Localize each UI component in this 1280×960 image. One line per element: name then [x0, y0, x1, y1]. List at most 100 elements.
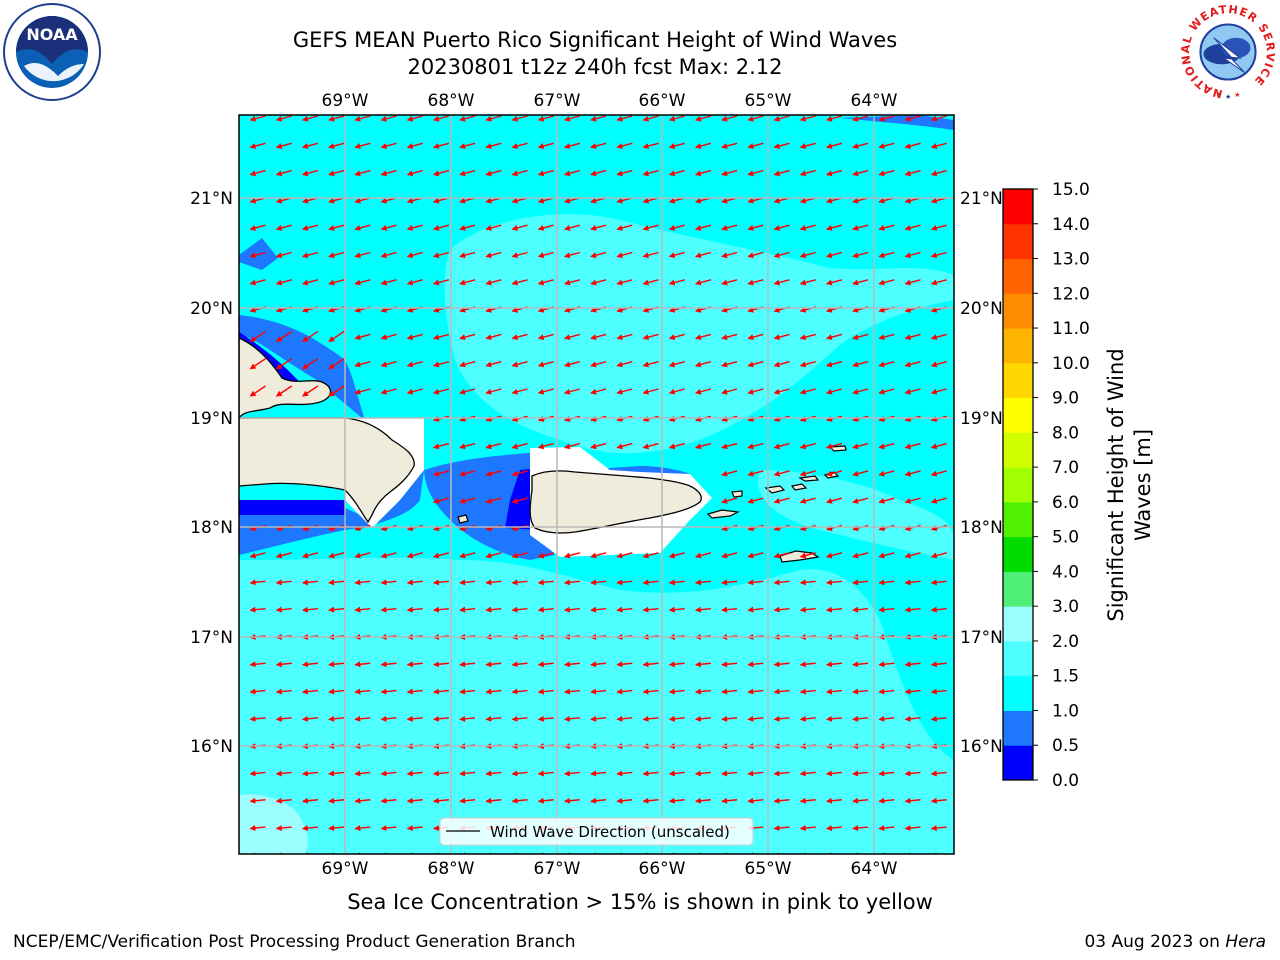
colorbar-label-line2: Waves [m]	[1131, 429, 1155, 541]
wind-wave-arrow	[406, 279, 423, 286]
wind-wave-arrow	[511, 661, 528, 668]
wind-wave-arrow	[642, 388, 659, 395]
wind-wave-arrow	[668, 552, 685, 559]
wind-wave-arrow	[459, 497, 476, 504]
wind-wave-arrow	[773, 115, 790, 122]
wind-wave-arrow	[773, 579, 790, 586]
wind-wave-arrow	[642, 251, 659, 259]
map-frame	[238, 114, 955, 855]
wind-wave-arrow	[432, 142, 450, 149]
wind-wave-arrow	[563, 770, 580, 777]
wind-wave-arrow	[590, 552, 607, 559]
wind-wave-arrow	[511, 361, 528, 368]
wind-wave-arrow	[485, 470, 502, 477]
wind-wave-arrow	[825, 361, 843, 368]
lon-label: 64°W	[851, 859, 898, 879]
wind-wave-arrow	[485, 224, 502, 231]
footer-credit: NCEP/EMC/Verification Post Processing Pr…	[13, 932, 576, 952]
wind-wave-arrow	[354, 388, 371, 395]
wind-wave-arrow	[825, 606, 842, 613]
wind-wave-arrow	[249, 115, 266, 122]
wind-wave-arrow	[354, 142, 371, 149]
wind-wave-arrow	[825, 688, 842, 695]
wind-wave-arrow	[328, 579, 345, 586]
wind-wave-arrow	[799, 497, 816, 504]
wind-wave-arrow	[747, 333, 764, 341]
wind-wave-arrow	[328, 251, 345, 259]
svg-text:★: ★	[1234, 90, 1240, 99]
wind-wave-arrow	[511, 552, 528, 559]
wind-wave-arrow	[852, 442, 869, 450]
wind-wave-arrow	[904, 552, 921, 559]
land-st-croix	[779, 550, 820, 563]
wind-wave-arrow	[930, 715, 947, 722]
wind-wave-arrow	[511, 497, 528, 504]
wind-wave-arrow	[485, 497, 502, 504]
wind-wave-arrow	[930, 688, 947, 695]
wind-wave-arrow	[642, 442, 659, 450]
wind-wave-arrow	[459, 361, 476, 368]
wind-wave-arrow	[354, 770, 371, 777]
svg-text:★: ★	[1225, 92, 1231, 101]
wind-wave-arrow	[275, 797, 292, 804]
wind-wave-arrow	[380, 825, 397, 832]
wind-wave-arrow	[852, 661, 869, 668]
wind-wave-arrow	[563, 388, 581, 395]
wind-wave-arrow	[432, 470, 450, 477]
footer-date-text: 03 Aug 2023 on	[1084, 932, 1226, 952]
wind-wave-arrow	[930, 770, 947, 777]
wind-wave-arrow	[537, 388, 554, 395]
wind-wave-arrow	[406, 169, 423, 177]
wind-wave-arrow	[825, 169, 843, 177]
wind-wave-arrow	[485, 115, 502, 122]
wind-wave-arrow	[328, 385, 345, 397]
wind-wave-arrow	[825, 552, 843, 559]
wind-wave-arrow	[537, 661, 554, 668]
wind-wave-arrow	[249, 279, 266, 286]
wind-wave-arrow	[432, 552, 450, 559]
wind-wave-arrow	[773, 552, 790, 559]
wind-wave-arrow	[590, 361, 607, 368]
wind-wave-arrow	[459, 442, 476, 450]
wind-wave-arrow	[328, 797, 345, 804]
wind-wave-arrow	[432, 442, 450, 450]
wind-wave-arrow	[511, 333, 528, 341]
colorbar-band	[1003, 189, 1033, 225]
wind-wave-arrow	[432, 361, 450, 368]
wind-wave-arrow	[904, 797, 921, 804]
wind-wave-arrow	[694, 442, 712, 450]
wind-wave-arrow	[537, 142, 554, 149]
wind-wave-arrow	[904, 169, 921, 177]
wind-wave-arrow	[799, 361, 816, 368]
wind-wave-arrow	[328, 715, 345, 722]
wind-wave-arrow	[747, 361, 764, 368]
wind-wave-arrow	[563, 579, 580, 586]
wind-wave-arrow	[616, 279, 633, 286]
colorbar-band	[1003, 432, 1033, 468]
wind-wave-arrow	[878, 442, 895, 450]
wind-wave-arrow	[616, 224, 633, 231]
wind-wave-arrow	[537, 715, 554, 722]
wind-wave-arrow	[301, 688, 318, 695]
wind-wave-arrow	[354, 825, 371, 832]
wind-wave-arrow	[563, 606, 580, 613]
wind-wave-arrow	[328, 169, 345, 177]
wind-wave-arrow	[537, 333, 554, 341]
wind-wave-arrow	[852, 470, 869, 477]
wind-wave-arrow	[380, 688, 397, 695]
colorbar-band	[1003, 675, 1033, 711]
wind-wave-arrow	[537, 770, 554, 777]
wind-wave-arrow	[616, 579, 633, 586]
wind-wave-arrow	[563, 279, 581, 286]
wind-wave-arrow	[878, 279, 895, 286]
wind-wave-arrow	[930, 825, 947, 832]
wind-wave-arrow	[590, 142, 607, 149]
wind-wave-arrow	[275, 224, 292, 231]
wind-wave-arrow	[668, 579, 685, 586]
wind-wave-arrow	[668, 388, 685, 395]
wind-wave-arrow	[406, 142, 423, 149]
wind-wave-arrow	[563, 142, 581, 149]
wind-wave-arrow	[380, 579, 397, 586]
wind-wave-arrow	[747, 142, 764, 149]
wind-wave-arrow	[249, 251, 266, 259]
